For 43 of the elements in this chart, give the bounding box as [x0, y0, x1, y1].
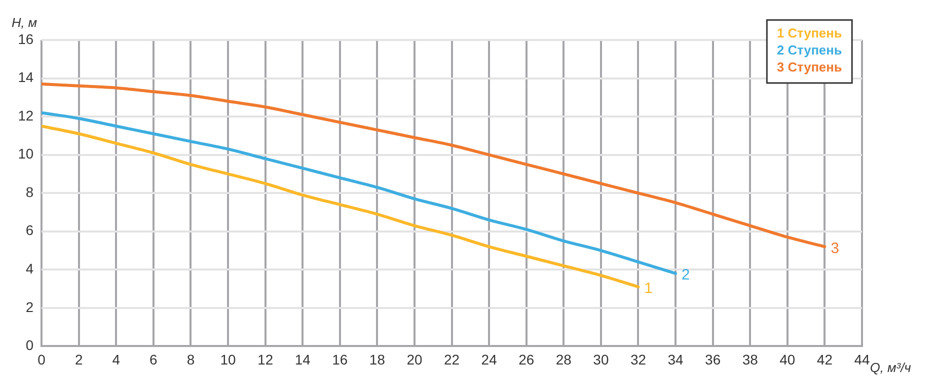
x-tick-label: 16 [332, 351, 348, 368]
x-tick-label: 10 [220, 351, 236, 368]
x-tick-label: 24 [481, 351, 498, 368]
annotation: 3 [830, 240, 840, 257]
line-series [42, 82, 826, 248]
x-tick-label: 14 [294, 351, 311, 368]
x-tick-label: 28 [556, 351, 572, 368]
y-tick-label: 16 [18, 30, 34, 47]
x-tick-label: 4 [112, 351, 120, 368]
y-tick-label: 0 [26, 337, 34, 354]
y-tick-label: 4 [26, 260, 34, 277]
x-tick-label: 20 [406, 351, 422, 368]
text: 3 Ступень [776, 60, 842, 75]
y-tick-label: 12 [18, 107, 34, 124]
annotation: 2 [682, 266, 690, 284]
text: 1 Ступень [776, 26, 842, 41]
x-axis-title: Q, м³/ч [870, 360, 912, 375]
x-tick-label: 30 [593, 351, 609, 368]
x-tick-label: 36 [705, 351, 721, 368]
y-tick-label: 10 [18, 146, 34, 162]
x-tick-label: 8 [186, 351, 195, 368]
x-tick-label: 40 [780, 351, 796, 368]
line-series [42, 124, 640, 288]
x-tick-label: 26 [518, 351, 534, 368]
y-tick-label: 8 [26, 184, 34, 200]
x-tick-label: 44 [854, 351, 870, 368]
x-tick-label: 0 [38, 351, 46, 368]
y-axis-title: H, м [12, 15, 38, 30]
text: 2 Ступень [776, 42, 842, 58]
x-tick-label: 12 [258, 351, 274, 368]
x-tick-label: 42 [816, 351, 833, 368]
x-tick-label: 22 [444, 351, 460, 368]
x-tick-label: 2 [74, 351, 83, 368]
annotation: 1 [644, 280, 653, 298]
y-tick-label: 6 [26, 222, 34, 238]
y-tick-label: 2 [26, 298, 34, 315]
line-series [42, 111, 678, 275]
x-tick-label: 34 [668, 351, 684, 368]
x-tick-label: 32 [630, 351, 646, 368]
x-tick-label: 38 [742, 351, 758, 368]
y-tick-label: 14 [18, 69, 34, 86]
x-tick-label: 18 [369, 351, 386, 368]
x-tick-label: 6 [150, 351, 158, 368]
